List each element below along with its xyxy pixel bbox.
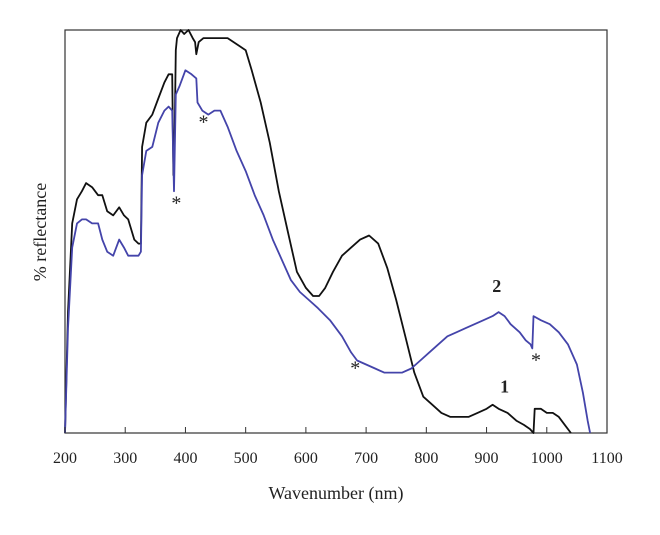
series-line-1: [64, 29, 572, 434]
x-tick-label: 500: [234, 450, 258, 467]
x-tick-label: 900: [475, 450, 499, 467]
x-tick-label: 400: [173, 450, 197, 467]
asterisk-marker: *: [531, 349, 541, 371]
annotations-layer: 1 2 * * * *: [171, 112, 541, 397]
asterisk-marker: *: [199, 112, 209, 134]
x-tick-label: 800: [414, 450, 438, 467]
x-tick-label: 600: [294, 450, 318, 467]
plot-frame: [64, 29, 608, 434]
curve-label-2: 2: [492, 276, 501, 296]
series-line-2: [64, 69, 591, 434]
y-axis-label: % reflectance: [30, 183, 50, 281]
x-axis-label: Wavenumber (nm): [269, 483, 404, 504]
asterisk-marker: *: [171, 192, 181, 214]
x-tick-label: 1100: [591, 450, 622, 467]
x-tick-label: 200: [53, 450, 77, 467]
x-tick-label: 700: [354, 450, 378, 467]
curve-label-1: 1: [500, 377, 509, 397]
x-tick-label: 300: [113, 450, 137, 467]
x-tick-label: 1000: [531, 450, 563, 467]
asterisk-marker: *: [350, 357, 360, 379]
curves-layer: [64, 29, 591, 434]
x-ticks-layer: 200 300 400 500 600 700 800 900 1000 1100: [53, 427, 623, 467]
